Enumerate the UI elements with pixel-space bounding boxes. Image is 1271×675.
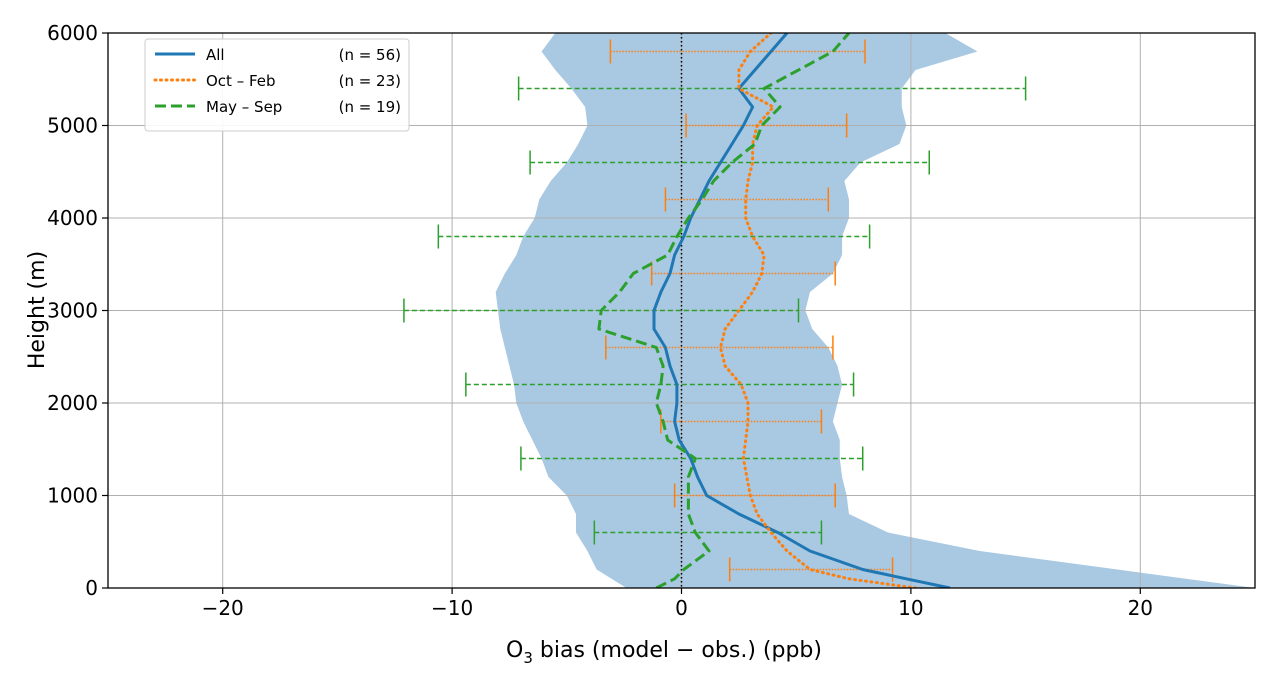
legend-label: All xyxy=(206,46,225,64)
x-axis-label-suffix: bias (model − obs.) (ppb) xyxy=(533,638,822,663)
x-tick-label: 0 xyxy=(675,596,688,620)
y-tick-label: 4000 xyxy=(47,206,98,230)
y-tick-label: 1000 xyxy=(47,484,98,508)
x-tick-label: −20 xyxy=(202,596,244,620)
y-tick-label: 6000 xyxy=(47,21,98,45)
error-bar-may-sep xyxy=(529,150,931,175)
legend-label: May – Sep xyxy=(206,98,282,116)
y-tick-label: 2000 xyxy=(47,391,98,415)
legend: All (n = 56) Oct – Feb (n = 23) May – Sep (n … xyxy=(144,38,410,132)
y-tick-label: 5000 xyxy=(47,114,98,138)
legend-frame xyxy=(144,38,410,132)
error-bar-may-sep xyxy=(403,298,800,323)
legend-count: (n = 56) xyxy=(339,46,401,64)
legend-count: (n = 19) xyxy=(339,98,401,116)
x-tick-label: 10 xyxy=(898,596,923,620)
error-bar-oct-feb xyxy=(664,187,830,212)
error-bar-may-sep xyxy=(517,76,1027,101)
error-bar-oct-feb xyxy=(609,39,866,64)
y-tick-label: 0 xyxy=(85,576,98,600)
series-line-all xyxy=(652,33,951,588)
error-bar-oct-feb xyxy=(685,113,848,138)
x-axis-label: O3 bias (model − obs.) (ppb) xyxy=(506,638,822,667)
x-tick-label: 20 xyxy=(1128,596,1153,620)
legend-count: (n = 23) xyxy=(339,72,401,90)
series-line-oct-feb xyxy=(719,33,917,588)
series-line-may-sep xyxy=(597,33,851,588)
y-tick-label: 3000 xyxy=(47,299,98,323)
y-axis-label: Height (m) xyxy=(25,251,50,369)
legend-label: Oct – Feb xyxy=(206,72,276,90)
error-bar-oct-feb xyxy=(650,261,836,286)
error-bar-may-sep xyxy=(437,224,871,249)
error-bar-may-sep xyxy=(465,372,855,397)
x-axis-label-prefix: O xyxy=(506,638,523,663)
x-axis-label-subscript: 3 xyxy=(523,649,533,667)
x-tick-label: −10 xyxy=(431,596,473,620)
error-bar-oct-feb xyxy=(605,335,834,360)
error-bar-oct-feb xyxy=(673,483,836,508)
error-bar-may-sep xyxy=(593,520,823,545)
